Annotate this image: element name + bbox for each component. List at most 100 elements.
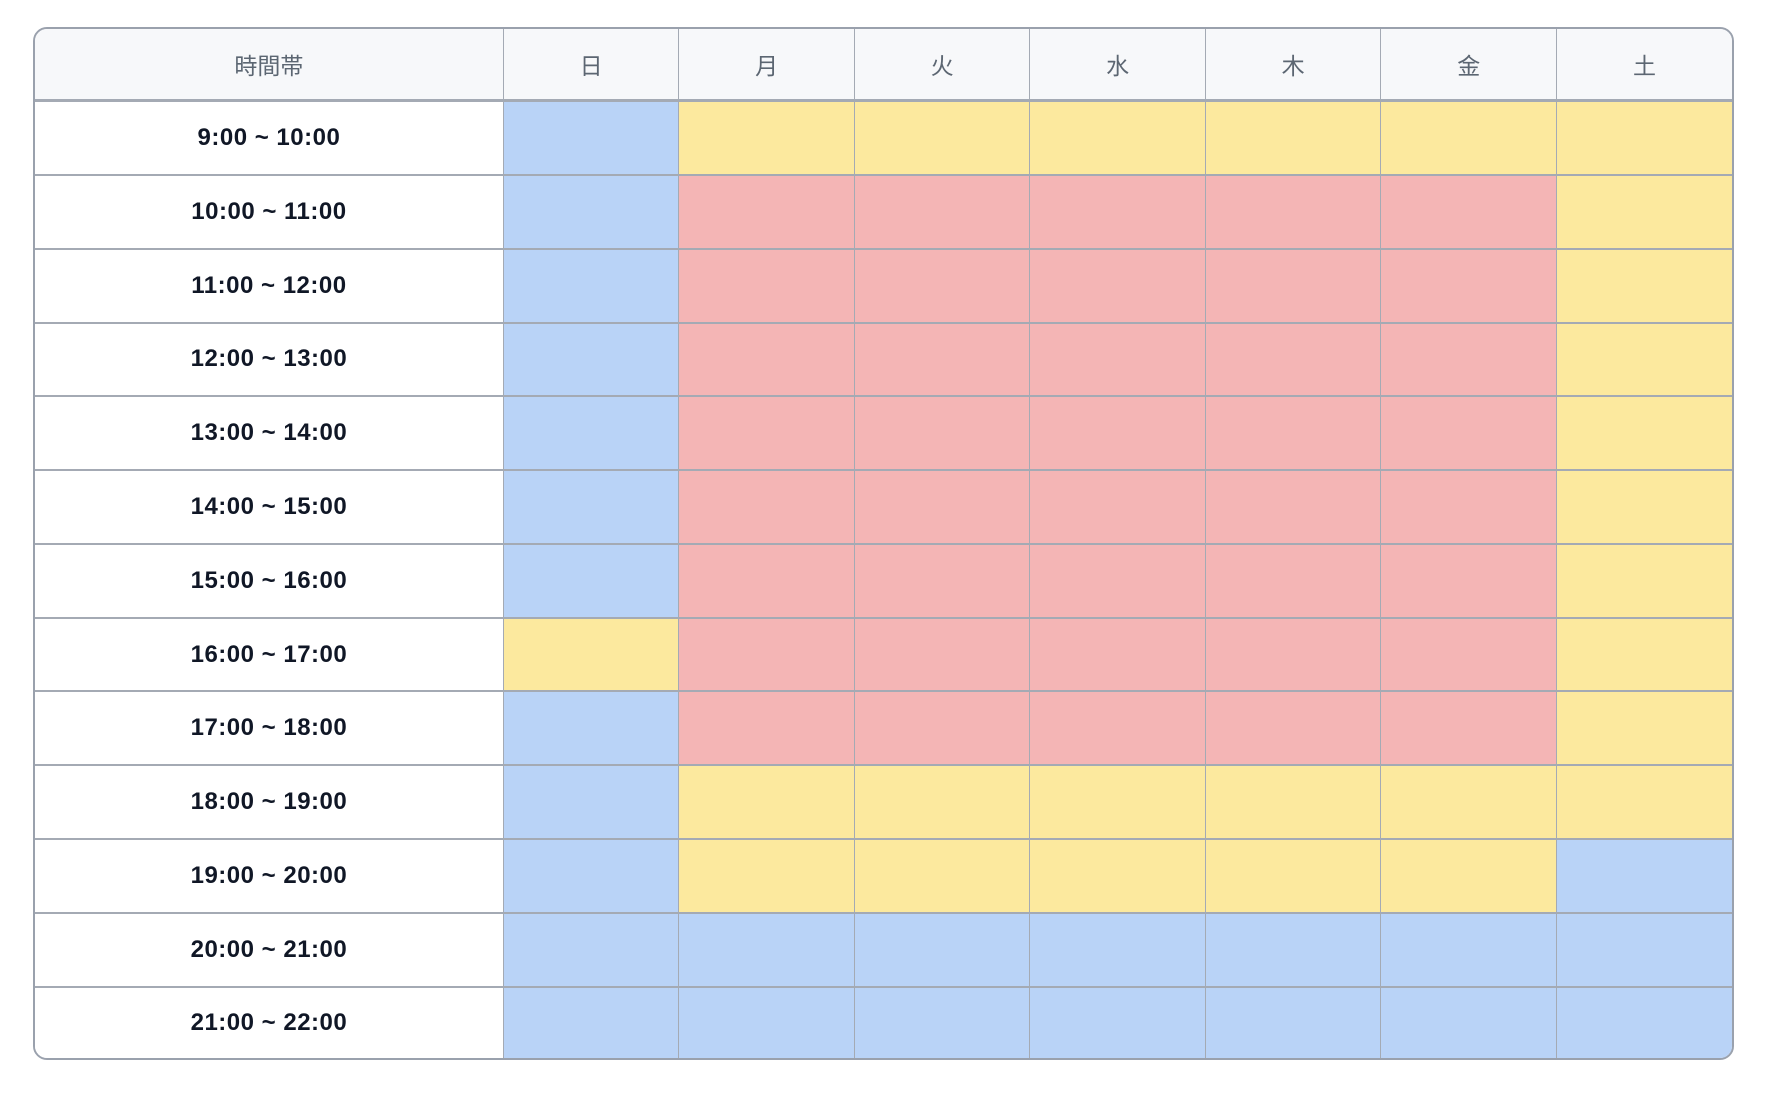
- schedule-cell-fri: [1380, 542, 1557, 619]
- header-day-mon: 月: [678, 29, 855, 102]
- schedule-cell-mon: [678, 542, 855, 619]
- schedule-cell-tue: [853, 395, 1031, 472]
- schedule-cell-fri: [1380, 395, 1557, 472]
- time-slot-label: 20:00 ~ 21:00: [35, 911, 504, 988]
- schedule-cell-fri: [1380, 174, 1557, 250]
- header-row: 時間帯 日 月 火 水 木 金 土: [35, 29, 1732, 102]
- schedule-cell-thu: [1204, 911, 1382, 988]
- schedule-cell-sat: [1555, 395, 1732, 472]
- time-slot-label: 13:00 ~ 14:00: [35, 395, 504, 472]
- header-day-fri: 金: [1380, 29, 1557, 102]
- schedule-cell-sat: [1555, 764, 1732, 841]
- schedule-cell-sat: [1555, 174, 1732, 250]
- schedule-cell-mon: [678, 174, 855, 250]
- schedule-cell-wed: [1029, 616, 1206, 693]
- schedule-cell-sat: [1555, 98, 1732, 177]
- schedule-cell-mon: [678, 911, 855, 988]
- schedule-cell-mon: [678, 395, 855, 472]
- schedule-cell-sat: [1555, 247, 1732, 324]
- schedule-cell-fri: [1380, 247, 1557, 324]
- schedule-cell-mon: [678, 838, 855, 914]
- schedule-cell-fri: [1380, 321, 1557, 398]
- schedule-cell-tue: [853, 321, 1031, 398]
- schedule-cell-wed: [1029, 98, 1206, 177]
- schedule-cell-mon: [678, 98, 855, 177]
- time-slot-label: 14:00 ~ 15:00: [35, 469, 504, 545]
- schedule-cell-fri: [1380, 469, 1557, 545]
- weekly-availability-table: 時間帯 日 月 火 水 木 金 土 9:00 ~ 10:00 10:00 ~ 11…: [33, 27, 1734, 1060]
- schedule-cell-sat: [1555, 616, 1732, 693]
- schedule-cell-sun: [502, 247, 680, 324]
- schedule-cell-fri: [1380, 911, 1557, 988]
- schedule-cell-sat: [1555, 985, 1732, 1058]
- schedule-cell-tue: [853, 469, 1031, 545]
- schedule-cell-thu: [1204, 469, 1382, 545]
- header-day-sat: 土: [1555, 29, 1732, 102]
- time-slot-label: 12:00 ~ 13:00: [35, 321, 504, 398]
- schedule-cell-wed: [1029, 321, 1206, 398]
- schedule-row: 12:00 ~ 13:00: [35, 321, 1732, 398]
- schedule-cell-wed: [1029, 690, 1206, 767]
- schedule-cell-sat: [1555, 321, 1732, 398]
- schedule-cell-sun: [502, 985, 680, 1058]
- schedule-row: 17:00 ~ 18:00: [35, 690, 1732, 767]
- schedule-cell-thu: [1204, 174, 1382, 250]
- schedule-cell-thu: [1204, 247, 1382, 324]
- schedule-cell-sun: [502, 690, 680, 767]
- schedule-cell-wed: [1029, 911, 1206, 988]
- schedule-cell-sun: [502, 98, 680, 177]
- schedule-cell-mon: [678, 985, 855, 1058]
- schedule-row: 14:00 ~ 15:00: [35, 469, 1732, 545]
- time-slot-label: 9:00 ~ 10:00: [35, 98, 504, 177]
- schedule-cell-sun: [502, 469, 680, 545]
- schedule-row: 21:00 ~ 22:00: [35, 985, 1732, 1058]
- schedule-cell-fri: [1380, 985, 1557, 1058]
- schedule-cell-thu: [1204, 838, 1382, 914]
- schedule-cell-sun: [502, 764, 680, 841]
- schedule-cell-sat: [1555, 469, 1732, 545]
- schedule-cell-sun: [502, 174, 680, 250]
- schedule-row: 16:00 ~ 17:00: [35, 616, 1732, 693]
- schedule-cell-sun: [502, 838, 680, 914]
- schedule-cell-sun: [502, 395, 680, 472]
- schedule-row: 20:00 ~ 21:00: [35, 911, 1732, 988]
- header-day-tue: 火: [853, 29, 1031, 102]
- schedule-cell-tue: [853, 838, 1031, 914]
- schedule-cell-tue: [853, 985, 1031, 1058]
- schedule-cell-wed: [1029, 542, 1206, 619]
- schedule-row: 9:00 ~ 10:00: [35, 98, 1732, 177]
- schedule-cell-mon: [678, 616, 855, 693]
- time-slot-label: 17:00 ~ 18:00: [35, 690, 504, 767]
- time-slot-label: 15:00 ~ 16:00: [35, 542, 504, 619]
- schedule-row: 13:00 ~ 14:00: [35, 395, 1732, 472]
- time-slot-label: 16:00 ~ 17:00: [35, 616, 504, 693]
- schedule-cell-mon: [678, 690, 855, 767]
- schedule-cell-tue: [853, 764, 1031, 841]
- schedule-cell-tue: [853, 690, 1031, 767]
- header-day-thu: 木: [1204, 29, 1382, 102]
- schedule-cell-fri: [1380, 98, 1557, 177]
- schedule-cell-thu: [1204, 690, 1382, 767]
- time-slot-label: 10:00 ~ 11:00: [35, 174, 504, 250]
- time-slot-label: 21:00 ~ 22:00: [35, 985, 504, 1058]
- schedule-cell-thu: [1204, 98, 1382, 177]
- time-slot-label: 11:00 ~ 12:00: [35, 247, 504, 324]
- schedule-cell-tue: [853, 98, 1031, 177]
- time-slot-label: 18:00 ~ 19:00: [35, 764, 504, 841]
- schedule-cell-wed: [1029, 764, 1206, 841]
- schedule-cell-sat: [1555, 838, 1732, 914]
- schedule-cell-wed: [1029, 985, 1206, 1058]
- schedule-cell-mon: [678, 764, 855, 841]
- schedule-cell-tue: [853, 911, 1031, 988]
- schedule-row: 19:00 ~ 20:00: [35, 838, 1732, 914]
- schedule-cell-thu: [1204, 395, 1382, 472]
- schedule-cell-wed: [1029, 174, 1206, 250]
- schedule-cell-wed: [1029, 247, 1206, 324]
- schedule-cell-mon: [678, 469, 855, 545]
- schedule-cell-tue: [853, 542, 1031, 619]
- time-slot-label: 19:00 ~ 20:00: [35, 838, 504, 914]
- schedule-cell-wed: [1029, 469, 1206, 545]
- header-day-sun: 日: [502, 29, 680, 102]
- schedule-cell-fri: [1380, 616, 1557, 693]
- schedule-cell-fri: [1380, 690, 1557, 767]
